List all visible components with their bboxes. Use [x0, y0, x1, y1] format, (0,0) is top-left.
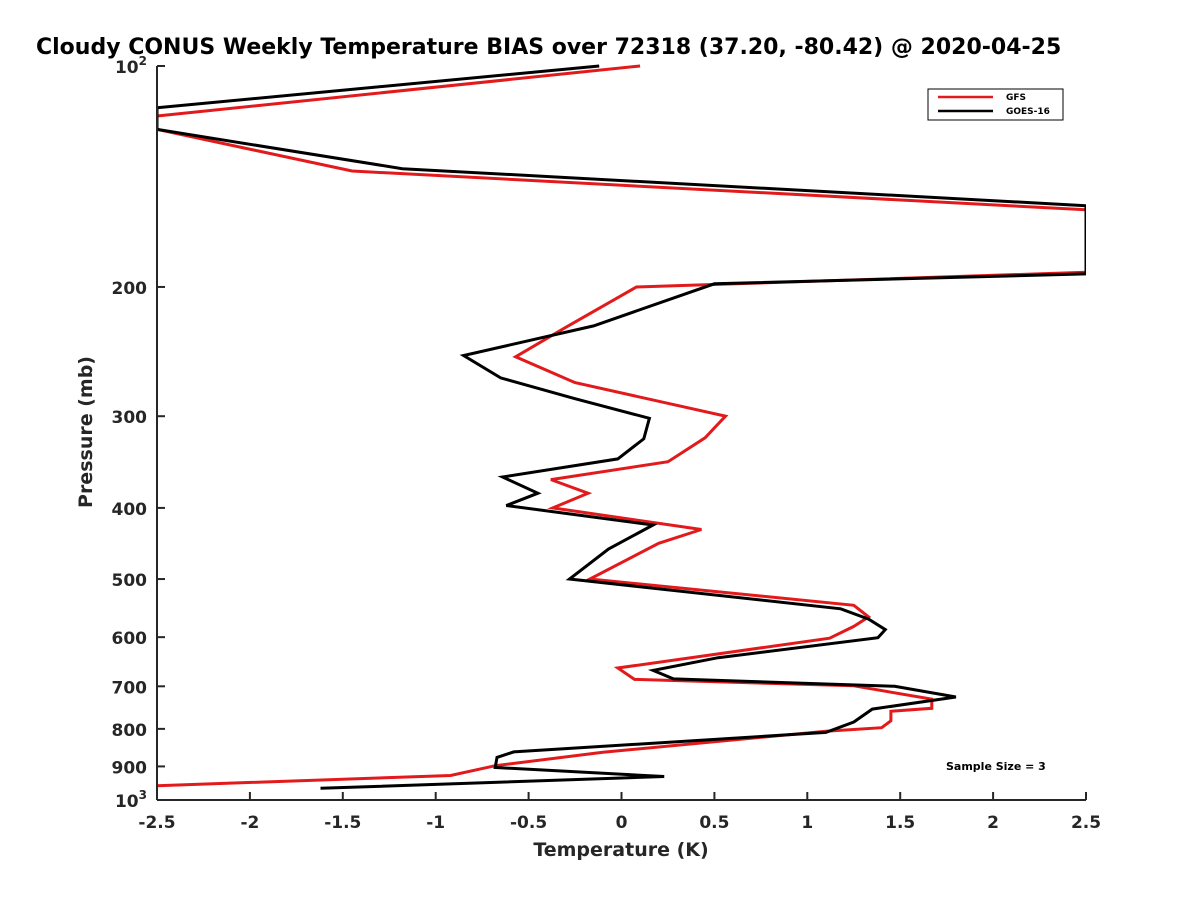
y-tick-label: 103: [115, 788, 147, 812]
y-tick-label: 800: [112, 721, 148, 741]
x-tick-label: -2: [240, 813, 259, 833]
y-tick-label: 600: [112, 629, 148, 649]
y-axis-label: Pressure (mb): [75, 356, 97, 508]
series-line-gfs: [157, 64, 1086, 788]
x-tick-label: 1: [801, 813, 813, 833]
x-tick-label: 0.5: [699, 813, 729, 833]
y-tick-label: 400: [112, 500, 148, 520]
y-tick-label: 900: [112, 758, 148, 778]
legend-label-goes-16: GOES-16: [1006, 107, 1050, 117]
x-tick-label: -1: [426, 813, 445, 833]
x-tick-label: 2.5: [1071, 813, 1101, 833]
x-axis-label: Temperature (K): [533, 839, 708, 861]
x-tick-label: 2: [987, 813, 999, 833]
x-tick-label: 1.5: [885, 813, 915, 833]
axes: [156, 66, 1086, 801]
sample-size-annotation: Sample Size = 3: [946, 760, 1046, 773]
legend: GFS GOES-16: [927, 88, 1064, 121]
x-tick-label: 0: [616, 813, 628, 833]
y-tick-label: 200: [112, 279, 148, 299]
x-tick-label: -0.5: [510, 813, 547, 833]
y-tick-label: 500: [112, 571, 148, 591]
y-axis-ticks: 102 200 300 400 500 600 700 800 900 103: [112, 54, 165, 812]
y-tick-label: 102: [115, 54, 147, 78]
chart-title: Cloudy CONUS Weekly Temperature BIAS ove…: [36, 35, 1061, 60]
legend-label-gfs: GFS: [1006, 93, 1026, 103]
x-axis-ticks: -2.5 -2 -1.5 -1 -0.5 0 0.5 1 1.5 2 2.5: [138, 792, 1101, 833]
legend-box: [927, 88, 1064, 121]
x-tick-label: -2.5: [138, 813, 175, 833]
x-tick-label: -1.5: [324, 813, 361, 833]
series-layer: [157, 64, 1086, 790]
y-tick-label: 300: [112, 408, 148, 428]
y-tick-label: 700: [112, 678, 148, 698]
series-line-goes-16: [157, 64, 1086, 790]
